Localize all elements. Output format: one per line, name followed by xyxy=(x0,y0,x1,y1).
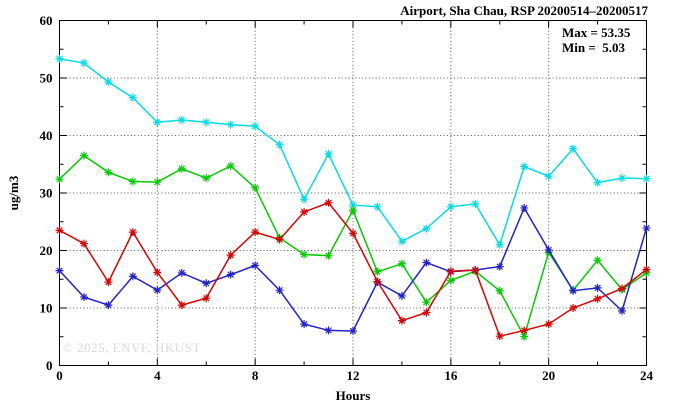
x-tick-label: 24 xyxy=(640,368,654,383)
x-tick-label: 16 xyxy=(444,368,458,383)
x-tick-label: 20 xyxy=(542,368,555,383)
y-tick-label: 30 xyxy=(40,186,53,201)
x-tick-label: 8 xyxy=(252,368,259,383)
x-tick-label: 4 xyxy=(154,368,161,383)
data-point-markers-cyan xyxy=(55,54,651,249)
min-value-label: Min = 5.03 xyxy=(562,40,626,55)
y-tick-label: 40 xyxy=(40,128,53,143)
series-line-green xyxy=(58,154,647,339)
y-tick-label: 0 xyxy=(46,358,53,373)
y-axis-label: ug/m3 xyxy=(6,175,21,211)
max-value-label: Max = 53.35 xyxy=(562,25,631,40)
data-point-markers-green xyxy=(55,151,651,341)
y-tick-label: 60 xyxy=(40,13,53,28)
x-tick-label: 0 xyxy=(56,368,63,383)
data-point-markers-red xyxy=(55,198,651,341)
x-tick-label: 12 xyxy=(347,368,360,383)
y-tick-label: 20 xyxy=(40,243,53,258)
y-tick-label: 10 xyxy=(40,301,53,316)
max-min-annotation: Max = 53.35 Min = 5.03 xyxy=(562,25,630,55)
y-tick-label: 50 xyxy=(40,71,53,86)
series-line-cyan xyxy=(59,57,647,247)
watermark: © 2025, ENVF, HKUST xyxy=(63,340,201,355)
x-axis-label: Hours xyxy=(335,388,371,403)
chart-title: Airport, Sha Chau, RSP 20200514–20200517 xyxy=(400,3,648,18)
